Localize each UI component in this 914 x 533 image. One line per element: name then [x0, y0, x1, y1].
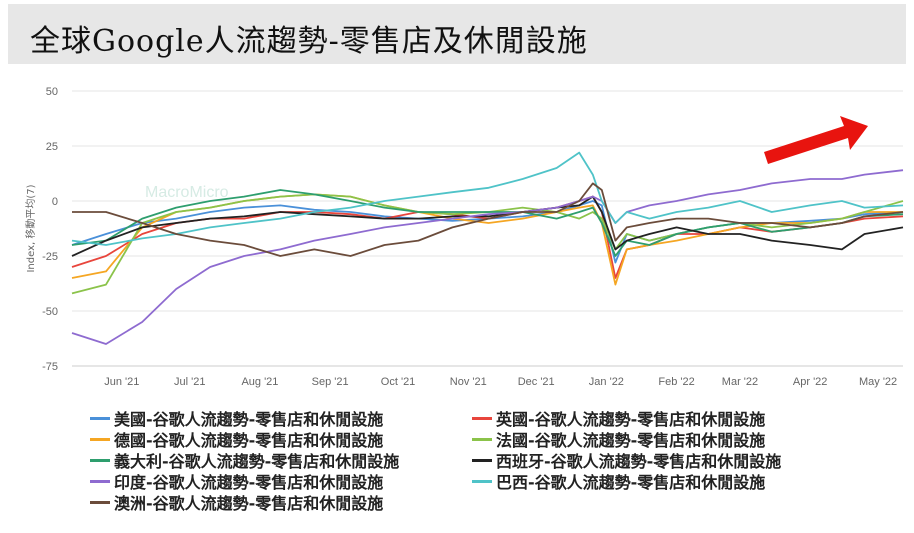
x-tick-label: Apr '22 — [793, 376, 828, 388]
chart-watermark: MacroMicro — [145, 184, 229, 201]
legend-swatch — [90, 500, 110, 504]
x-tick-label: Oct '21 — [381, 376, 416, 388]
x-tick-label: Jun '21 — [104, 376, 139, 388]
y-axis: 50 25 0 -25 -50 -75 — [42, 86, 58, 373]
series-line-8 — [72, 182, 904, 257]
y-tick-label: 0 — [52, 196, 58, 208]
title-bar: 全球Google人流趨勢-零售店及休閒設施 — [8, 4, 906, 64]
x-tick-label: Mar '22 — [722, 376, 758, 388]
legend-label: 西班牙-谷歌人流趨勢-零售店和休閒設施 — [496, 452, 782, 471]
legend-label: 印度-谷歌人流趨勢-零售店和休閒設施 — [114, 473, 384, 492]
series-layer — [71, 151, 904, 345]
legend-item[interactable]: 印度-谷歌人流趨勢-零售店和休閒設施 — [90, 469, 383, 493]
legend-swatch — [90, 437, 110, 441]
legend-label: 義大利-谷歌人流趨勢-零售店和休閒設施 — [114, 452, 400, 471]
x-tick-label: Dec '21 — [518, 376, 555, 388]
x-tick-label: May '22 — [859, 376, 897, 388]
y-tick-label: -50 — [42, 306, 58, 318]
y-axis-label: Index, 移動平均(7) — [24, 184, 37, 272]
x-tick-label: Jan '22 — [589, 376, 624, 388]
line-chart: MacroMicro 50 25 0 -25 -50 -75 Jun '21 Jul '21… — [24, 86, 904, 388]
legend-label: 德國-谷歌人流趨勢-零售店和休閒設施 — [114, 431, 384, 450]
x-tick-label: Nov '21 — [450, 376, 487, 388]
y-tick-label: -75 — [42, 361, 58, 373]
legend-item[interactable]: 法國-谷歌人流趨勢-零售店和休閒設施 — [472, 427, 765, 451]
legend-swatch — [472, 458, 492, 462]
legend-swatch — [90, 416, 110, 420]
legend-swatch — [90, 458, 110, 462]
legend-swatch — [90, 479, 110, 483]
series-line-2 — [71, 193, 903, 286]
x-tick-label: Feb '22 — [658, 376, 694, 388]
x-tick-label: Jul '21 — [174, 376, 205, 388]
legend-item[interactable]: 澳洲-谷歌人流趨勢-零售店和休閒設施 — [90, 490, 383, 514]
legend-swatch — [472, 479, 492, 483]
red-arrow-icon — [764, 116, 868, 164]
legend-label: 巴西-谷歌人流趨勢-零售店和休閒設施 — [496, 473, 766, 492]
legend-label: 英國-谷歌人流趨勢-零售店和休閒設施 — [496, 410, 766, 429]
legend-label: 法國-谷歌人流趨勢-零售店和休閒設施 — [496, 431, 766, 450]
legend-label: 美國-谷歌人流趨勢-零售店和休閒設施 — [114, 410, 384, 429]
x-axis: Jun '21 Jul '21 Aug '21 Sep '21 Oct '21 Nov '… — [72, 365, 903, 388]
legend-item[interactable]: 美國-谷歌人流趨勢-零售店和休閒設施 — [90, 406, 383, 430]
legend-item[interactable]: 德國-谷歌人流趨勢-零售店和休閒設施 — [90, 427, 383, 451]
legend-item[interactable]: 巴西-谷歌人流趨勢-零售店和休閒設施 — [472, 469, 765, 493]
x-tick-label: Aug '21 — [241, 376, 278, 388]
legend-swatch — [472, 416, 492, 420]
y-tick-label: 50 — [46, 86, 58, 98]
legend-item[interactable]: 西班牙-谷歌人流趨勢-零售店和休閒設施 — [472, 448, 781, 472]
legend-label: 澳洲-谷歌人流趨勢-零售店和休閒設施 — [114, 494, 384, 513]
series-line-6 — [71, 169, 904, 345]
legend-item[interactable]: 義大利-谷歌人流趨勢-零售店和休閒設施 — [90, 448, 399, 472]
series-line-3 — [71, 193, 904, 295]
legend-swatch — [472, 437, 492, 441]
page-title: 全球Google人流趨勢-零售店及休閒設施 — [30, 24, 588, 59]
series-line-4 — [71, 189, 904, 257]
legend-item[interactable]: 英國-谷歌人流趨勢-零售店和休閒設施 — [472, 406, 765, 430]
y-tick-label: -25 — [42, 251, 58, 263]
series-line-7 — [71, 151, 904, 246]
y-tick-label: 25 — [46, 141, 58, 153]
x-tick-label: Sep '21 — [312, 376, 349, 388]
